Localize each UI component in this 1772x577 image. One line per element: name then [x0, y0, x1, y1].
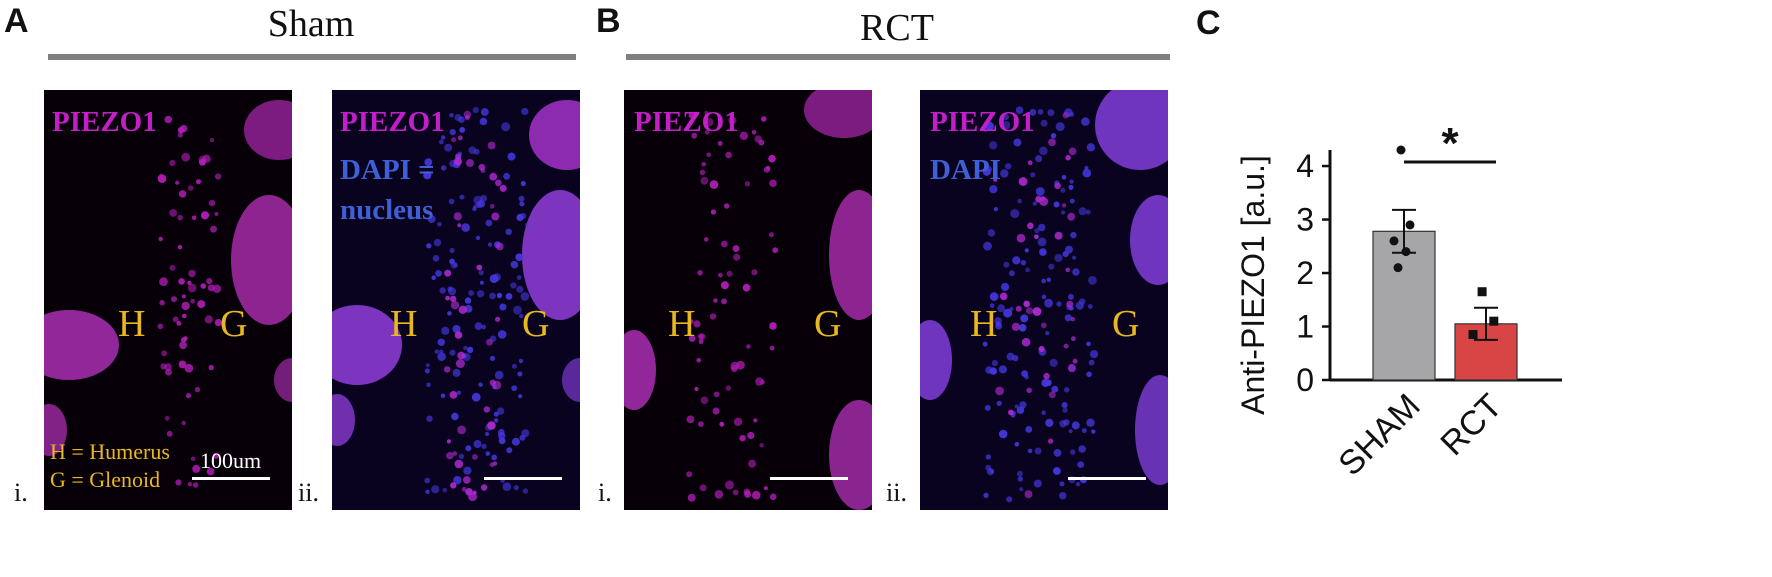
piezo1-bar-chart: 0 1 2 3 4 Anti-PIEZO1 [a.u.] SHAM RCT *	[1235, 119, 1562, 483]
rct-group-bar	[626, 54, 1170, 60]
dapi-label: DAPI	[930, 154, 1001, 186]
panel-letter-b: B	[596, 2, 621, 40]
micrograph-sham-merged: PIEZO1 DAPI = nucleus H G	[332, 90, 580, 510]
micrograph-rct-piezo1: PIEZO1 H G	[624, 90, 872, 510]
micrograph-sham-merged-art	[332, 90, 580, 510]
dapi-label-line1: DAPI =	[340, 154, 435, 186]
humerus-label: H	[970, 303, 998, 345]
y-tick-label: 1	[1296, 309, 1314, 345]
legend-abbrev: H = Humerus G = Glenoid	[50, 438, 170, 494]
dapi-label-line2: nucleus	[340, 194, 434, 226]
micrograph-rct-merged: PIEZO1 DAPI H G	[920, 90, 1168, 510]
micrograph-sham-piezo1: PIEZO1 H G H = Humerus G = Glenoid 100um	[44, 90, 292, 510]
data-point	[1401, 247, 1411, 257]
sham-group-bar	[48, 54, 576, 60]
roman-label-ii: ii.	[886, 478, 907, 507]
glenoid-label: G	[220, 303, 248, 345]
micrograph-sham-piezo1-art	[44, 100, 292, 488]
y-tick-label: 0	[1296, 362, 1314, 398]
scale-bar	[770, 477, 848, 480]
piezo1-label: PIEZO1	[52, 106, 157, 138]
roman-label-i: i.	[14, 478, 28, 507]
y-tick-label: 4	[1296, 148, 1314, 184]
data-point	[1389, 236, 1399, 246]
legend-humerus: H = Humerus	[50, 439, 170, 464]
humerus-label: H	[668, 303, 696, 345]
roman-label-ii: ii.	[298, 478, 319, 507]
scale-bar	[484, 477, 562, 480]
legend-glenoid: G = Glenoid	[50, 467, 161, 492]
sham-group-title: Sham	[267, 3, 355, 45]
piezo1-label: PIEZO1	[340, 106, 445, 138]
significance-star: *	[1441, 119, 1459, 168]
bar-sham	[1372, 230, 1436, 381]
roman-label-i: i.	[598, 478, 612, 507]
data-point	[1396, 145, 1406, 155]
data-point	[1393, 263, 1403, 273]
data-point	[1489, 316, 1499, 326]
data-point	[1477, 287, 1487, 297]
y-tick-label: 2	[1296, 255, 1314, 291]
scale-bar	[1068, 477, 1146, 480]
panel-letter-c: C	[1196, 4, 1221, 42]
glenoid-label: G	[814, 303, 842, 345]
glenoid-label: G	[1112, 303, 1140, 345]
x-tick-label-rct: RCT	[1433, 387, 1509, 463]
piezo1-label: PIEZO1	[930, 106, 1035, 138]
glenoid-label: G	[522, 303, 550, 345]
scale-bar-label: 100um	[200, 448, 262, 473]
micrograph-rct-merged-art	[920, 90, 1168, 510]
panel-letter-a: A	[4, 2, 29, 40]
humerus-label: H	[390, 303, 418, 345]
x-tick-label-sham: SHAM	[1331, 387, 1427, 483]
data-point	[1468, 330, 1478, 340]
y-axis-label: Anti-PIEZO1 [a.u.]	[1235, 155, 1271, 415]
piezo1-label: PIEZO1	[634, 106, 739, 138]
y-tick-label: 3	[1296, 202, 1314, 238]
data-point	[1405, 220, 1415, 230]
rct-group-title: RCT	[860, 7, 934, 49]
humerus-label: H	[118, 303, 146, 345]
micrograph-rct-piezo1-art	[624, 90, 872, 510]
scale-bar	[192, 477, 270, 480]
